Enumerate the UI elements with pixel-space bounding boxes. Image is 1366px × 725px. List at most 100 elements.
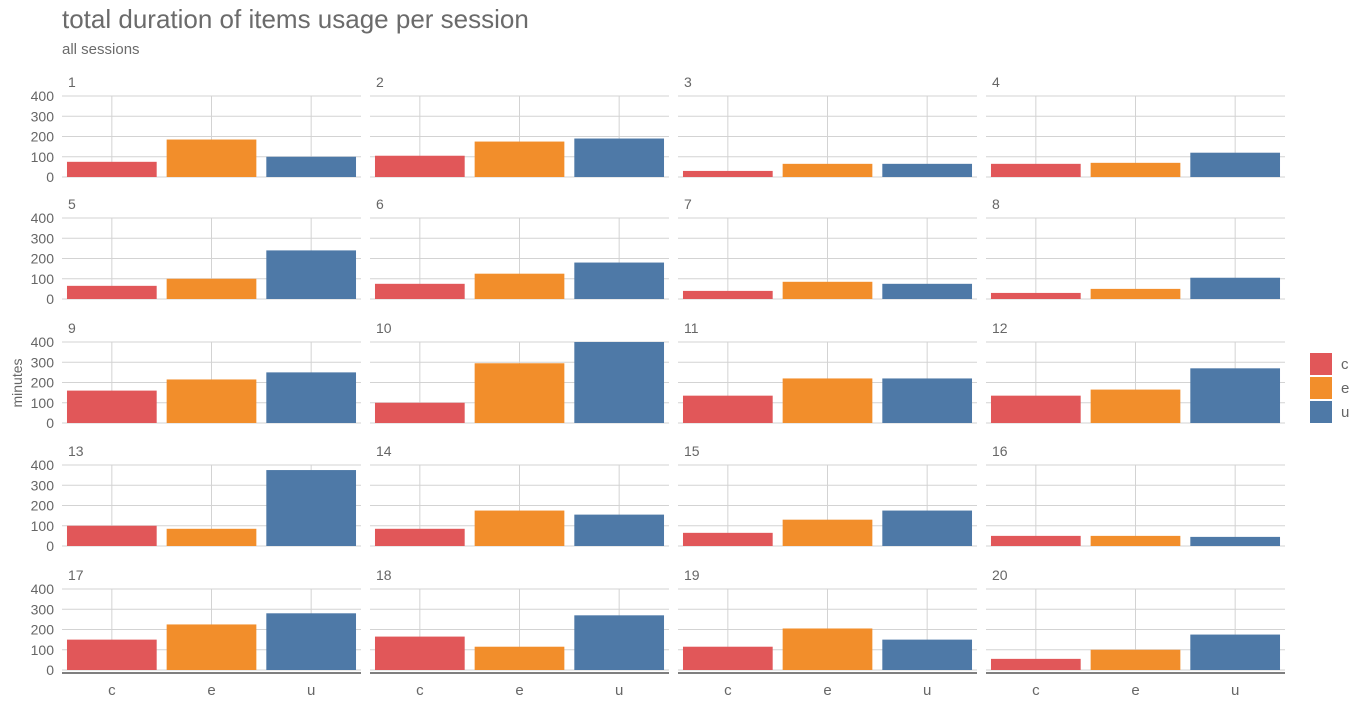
bar-e	[474, 273, 565, 299]
bar-c	[374, 402, 465, 423]
chart-title: total duration of items usage per sessio…	[62, 4, 529, 34]
x-tick-label: c	[724, 682, 732, 699]
bar-e	[1090, 649, 1181, 670]
bar-c	[682, 170, 773, 177]
bar-u	[574, 342, 665, 423]
bar-e	[1090, 535, 1181, 546]
bar-u	[1190, 368, 1281, 423]
bar-u	[882, 510, 973, 546]
panel-label: 8	[992, 196, 1000, 212]
bar-c	[990, 163, 1081, 177]
panel-label: 16	[992, 443, 1008, 459]
y-tick-label: 100	[31, 271, 55, 287]
legend-label: u	[1341, 404, 1349, 421]
x-tick-label: u	[1231, 682, 1239, 699]
bar-c	[66, 525, 157, 546]
panel-label: 19	[684, 567, 700, 583]
y-tick-label: 0	[46, 415, 54, 431]
panel-label: 14	[376, 443, 392, 459]
bar-u	[266, 250, 357, 299]
y-tick-label: 100	[31, 642, 55, 658]
panel-label: 20	[992, 567, 1008, 583]
bar-e	[782, 163, 873, 177]
bar-c	[374, 155, 465, 177]
bar-e	[474, 510, 565, 546]
bar-u	[1190, 634, 1281, 670]
panel-label: 15	[684, 443, 700, 459]
panel-label: 2	[376, 74, 384, 90]
panel-label: 7	[684, 196, 692, 212]
bar-c	[990, 292, 1081, 299]
x-tick-label: c	[416, 682, 424, 699]
bar-u	[266, 470, 357, 546]
y-tick-label: 0	[46, 662, 54, 678]
bar-c	[682, 395, 773, 423]
y-tick-label: 400	[31, 210, 55, 226]
bar-e	[166, 379, 257, 423]
panel-label: 12	[992, 320, 1008, 336]
panel-label: 11	[684, 320, 699, 336]
bar-u	[1190, 152, 1281, 177]
y-tick-label: 400	[31, 334, 55, 350]
x-tick-label: e	[823, 682, 831, 699]
bar-e	[474, 363, 565, 423]
bar-e	[166, 278, 257, 299]
bar-c	[374, 283, 465, 299]
panel-label: 18	[376, 567, 392, 583]
y-tick-label: 300	[31, 230, 55, 246]
y-tick-label: 200	[31, 622, 55, 638]
bar-e	[1090, 389, 1181, 423]
bar-e	[782, 378, 873, 423]
y-tick-label: 400	[31, 457, 55, 473]
y-tick-label: 200	[31, 129, 55, 145]
legend-label: e	[1341, 380, 1349, 397]
y-tick-label: 100	[31, 149, 55, 165]
bar-u	[882, 163, 973, 177]
y-tick-label: 300	[31, 108, 55, 124]
bar-u	[266, 156, 357, 177]
x-tick-label: c	[1032, 682, 1040, 699]
bar-c	[66, 639, 157, 670]
bar-e	[782, 519, 873, 546]
y-tick-label: 100	[31, 518, 55, 534]
bar-u	[882, 283, 973, 299]
panel-label: 4	[992, 74, 1000, 90]
panel-label: 5	[68, 196, 76, 212]
legend-key-c	[1310, 353, 1332, 375]
bar-c	[66, 285, 157, 299]
legend-key-e	[1310, 377, 1332, 399]
bar-e	[474, 646, 565, 670]
panel-label: 1	[68, 74, 76, 90]
bar-c	[66, 161, 157, 177]
y-tick-label: 200	[31, 375, 55, 391]
bar-e	[474, 141, 565, 177]
bar-u	[266, 372, 357, 423]
bar-c	[682, 532, 773, 546]
bar-e	[782, 628, 873, 670]
bar-u	[1190, 536, 1281, 546]
legend-key-u	[1310, 401, 1332, 423]
x-tick-label: e	[207, 682, 215, 699]
y-tick-label: 0	[46, 538, 54, 554]
panel-label: 10	[376, 320, 392, 336]
bar-c	[990, 535, 1081, 546]
bar-u	[882, 639, 973, 670]
y-tick-label: 200	[31, 498, 55, 514]
y-tick-label: 200	[31, 251, 55, 267]
panel-label: 9	[68, 320, 76, 336]
y-tick-label: 300	[31, 354, 55, 370]
bar-c	[374, 636, 465, 670]
y-tick-label: 0	[46, 291, 54, 307]
y-axis-title: minutes	[9, 358, 25, 407]
bar-c	[990, 395, 1081, 423]
panel-label: 13	[68, 443, 84, 459]
bar-e	[1090, 162, 1181, 177]
x-tick-label: u	[923, 682, 931, 699]
x-tick-label: c	[108, 682, 116, 699]
bar-e	[1090, 288, 1181, 299]
x-tick-label: u	[307, 682, 315, 699]
panel-label: 17	[68, 567, 84, 583]
bar-u	[266, 613, 357, 670]
bar-c	[374, 528, 465, 546]
